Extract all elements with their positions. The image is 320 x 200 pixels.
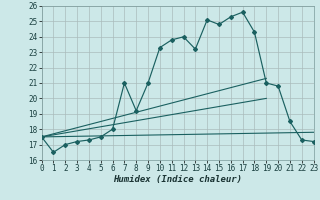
X-axis label: Humidex (Indice chaleur): Humidex (Indice chaleur)	[113, 175, 242, 184]
